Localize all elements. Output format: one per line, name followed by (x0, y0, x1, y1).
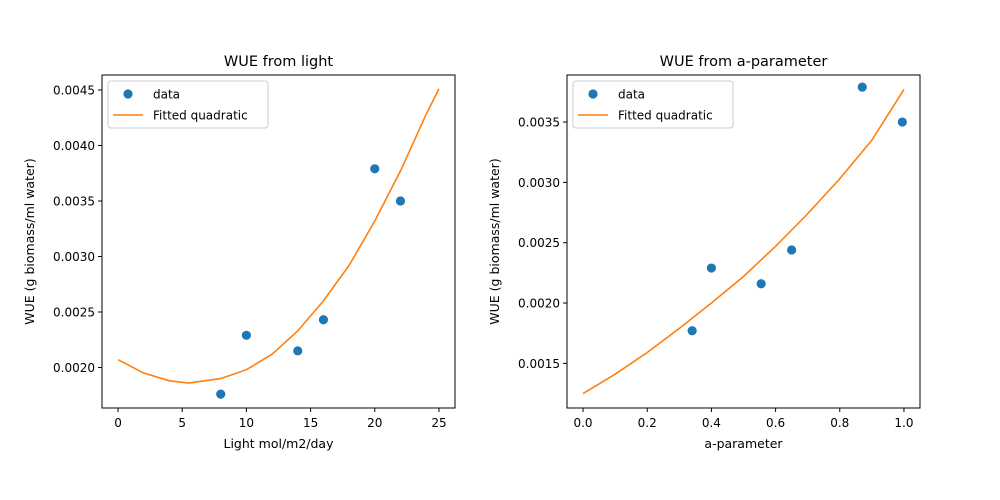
axes-frame (566, 74, 921, 409)
x-tick-label: 20 (367, 416, 382, 430)
y-tick-label: 0.0045 (53, 83, 95, 97)
legend: data Fitted quadratic (107, 80, 269, 129)
x-tick-label: 10 (239, 416, 254, 430)
legend-label: data (618, 88, 645, 102)
legend-marker-swatch (123, 89, 133, 99)
data-point (241, 330, 252, 340)
x-tick-label: 0.2 (638, 416, 657, 430)
x-tick-label: 0.0 (573, 416, 592, 430)
data-point (395, 196, 406, 206)
x-tick-label: 1.0 (894, 416, 913, 430)
x-axis-label: Light mol/m2/day (223, 436, 334, 451)
data-point (897, 117, 907, 127)
y-tick-label: 0.0020 (518, 297, 560, 311)
legend: data Fitted quadratic (572, 80, 734, 129)
y-tick-label: 0.0025 (53, 305, 95, 319)
y-tick-label: 0.0040 (53, 139, 95, 153)
data-point (687, 326, 697, 336)
y-tick-label: 0.0020 (53, 361, 95, 375)
legend-label: Fitted quadratic (618, 109, 713, 123)
x-tick-label: 15 (303, 416, 318, 430)
legend-label: data (153, 88, 180, 102)
chart-panel-1: WUE from light 0 5 10 15 20 25 0.0020 0.0025 0.00… (22, 54, 456, 451)
data-point (706, 263, 717, 273)
legend-box (572, 80, 734, 129)
chart-panel-2: WUE from a-parameter 0.0 0.2 0.4 0.6 0.8 1.0 0.… (487, 54, 921, 451)
legend-box (107, 80, 269, 129)
legend-marker-swatch (588, 89, 598, 99)
data-point (318, 315, 329, 325)
data-point (857, 82, 867, 92)
y-axis-label: WUE (g biomass/ml water) (22, 158, 37, 324)
data-point (787, 245, 797, 255)
data-point (216, 389, 226, 399)
axes-frame (101, 74, 456, 409)
fitted-quadratic-line (582, 89, 905, 395)
x-tick-label: 25 (431, 416, 446, 430)
data-point (756, 279, 766, 289)
y-tick-label: 0.0015 (518, 357, 560, 371)
x-tick-label: 0.4 (702, 416, 721, 430)
chart-title: WUE from light (224, 54, 334, 70)
x-tick-label: 0.8 (830, 416, 849, 430)
x-axis-label: a-parameter (704, 436, 783, 451)
x-tick-label: 5 (178, 416, 186, 430)
data-point (370, 164, 380, 174)
y-tick-label: 0.0030 (518, 176, 560, 190)
y-tick-label: 0.0030 (53, 250, 95, 264)
x-tick-label: 0 (114, 416, 122, 430)
y-tick-label: 0.0035 (518, 116, 560, 130)
y-axis-label: WUE (g biomass/ml water) (487, 158, 502, 324)
y-tick-label: 0.0025 (518, 236, 560, 250)
legend-label: Fitted quadratic (153, 109, 248, 123)
data-point (293, 346, 303, 356)
x-tick-label: 0.6 (766, 416, 785, 430)
y-tick-label: 0.0035 (53, 194, 95, 208)
fitted-quadratic-line (117, 88, 440, 384)
chart-title: WUE from a-parameter (660, 54, 828, 70)
